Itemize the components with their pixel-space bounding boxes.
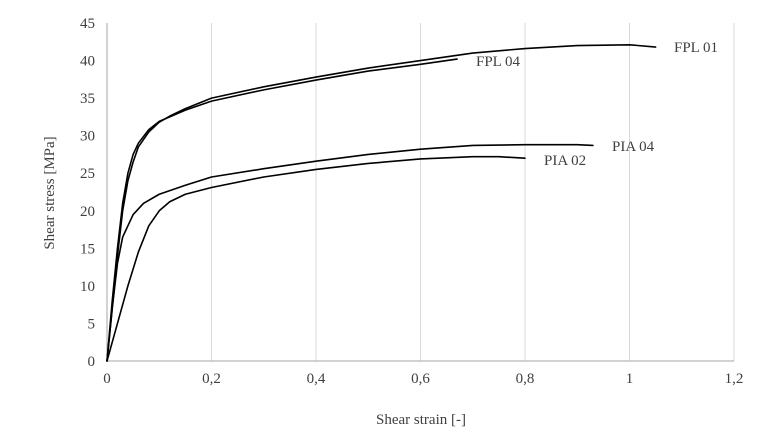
y-tick-label: 40 <box>80 54 95 70</box>
y-tick-label: 30 <box>80 129 95 145</box>
series-line-pia-02 <box>106 155 526 362</box>
x-tick-label: 0,6 <box>411 371 430 387</box>
y-tick-label: 20 <box>80 204 95 220</box>
series-line-pia-04 <box>106 143 594 362</box>
y-tick-label: 0 <box>88 354 96 370</box>
y-tick-label: 25 <box>80 166 95 182</box>
y-tick-label: 45 <box>80 16 95 32</box>
series-line-fpl-04 <box>106 58 458 362</box>
series-label-fpl-01: FPL 01 <box>674 40 718 56</box>
y-tick-labels: 0 5 10 15 20 25 30 35 40 45 <box>80 16 95 370</box>
x-tick-label: 0,2 <box>202 371 221 387</box>
x-tick-label: 0 <box>103 371 111 387</box>
y-tick-label: 10 <box>80 279 95 295</box>
x-axis-title: Shear strain [-] <box>376 412 466 428</box>
series-label-pia-02: PIA 02 <box>544 153 586 169</box>
y-tick-label: 15 <box>80 241 95 257</box>
y-tick-label: 5 <box>88 316 96 332</box>
y-tick-label: 35 <box>80 91 95 107</box>
grid-layer <box>211 23 735 361</box>
series-label-pia-04: PIA 04 <box>612 139 655 155</box>
x-tick-label: 0,8 <box>516 371 535 387</box>
x-tick-label: 0,4 <box>307 371 326 387</box>
y-axis-title: Shear stress [MPa] <box>42 136 58 249</box>
series-label-fpl-04: FPL 04 <box>476 54 521 70</box>
series-label-layer: FPL 01 FPL 04 PIA 04 PIA 02 <box>476 40 718 169</box>
series-line-fpl-01 <box>106 43 657 362</box>
x-tick-label: 1 <box>626 371 634 387</box>
x-tick-label: 1,2 <box>725 371 744 387</box>
series-layer <box>106 43 657 362</box>
x-tick-labels: 0 0,2 0,4 0,6 0,8 1 1,2 <box>103 371 743 387</box>
